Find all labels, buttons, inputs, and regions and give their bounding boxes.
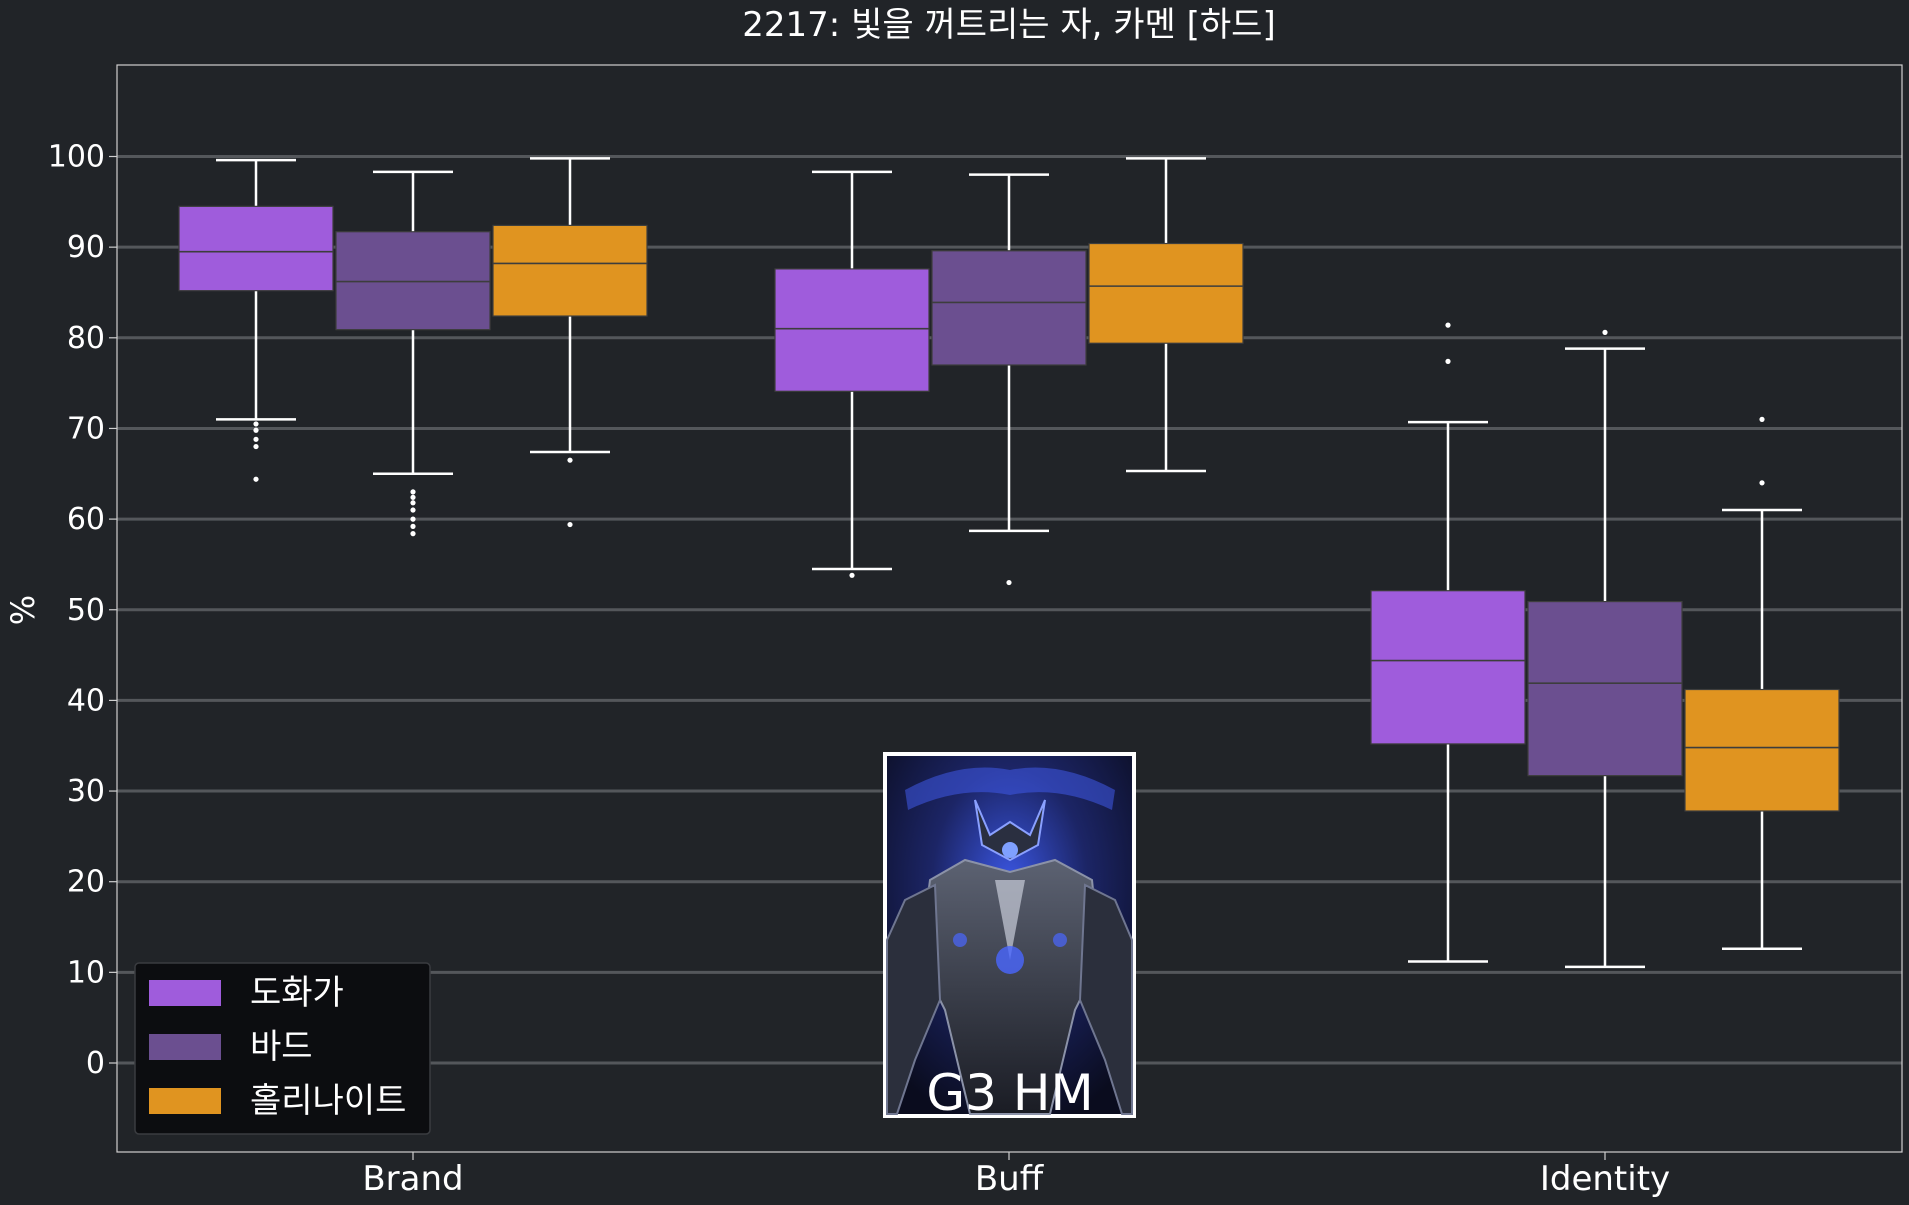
box-group [335,170,491,537]
box-group [1088,157,1244,473]
box-iqr [492,224,648,317]
series-0 [178,158,1526,963]
legend-label: 홀리나이트 [250,1081,406,1121]
outlier-point [1445,358,1451,364]
box-group [931,173,1087,586]
x-axis-ticks: Brand Buff Identity [362,1152,1670,1199]
outlier-point [849,572,855,578]
y-tick-label: 0 [86,1046,105,1081]
box-group [1527,329,1683,969]
y-tick-label: 80 [67,321,105,356]
outlier-point [567,457,573,463]
y-tick-label: 40 [67,683,105,718]
outlier-point [1006,579,1012,586]
outlier-point [253,476,259,482]
box-group [774,170,930,578]
y-tick-label: 50 [67,593,105,628]
plot-frame [116,64,1903,1153]
box-group [1370,322,1526,963]
x-tick-label: Buff [975,1159,1045,1199]
box-iqr [335,231,491,331]
outlier-point [410,500,416,506]
outlier-point [253,436,259,442]
outlier-point [1602,329,1608,335]
box-iqr [931,250,1087,366]
y-tick-label: 20 [67,865,105,900]
outlier-point [410,489,416,495]
series-2 [492,157,1840,951]
y-tick-label: 30 [67,774,105,809]
legend-label: 바드 [250,1027,313,1067]
outlier-point [410,531,416,537]
box-iqr [1527,600,1683,777]
outlier-point [410,516,416,522]
outlier-point [410,523,416,529]
badge-label: G3 HM [926,1064,1093,1122]
chart-title: 2217: 빛을 꺼트리는 자, 카멘 [하드] [742,5,1275,45]
x-tick-label: Brand [362,1159,463,1199]
y-tick-label: 10 [67,955,105,990]
box-iqr [1370,590,1526,745]
box-group [178,158,334,482]
outlier-point [253,427,259,433]
outlier-point [410,507,416,513]
boss-portrait-icon [886,756,1133,1115]
outlier-point [1759,480,1765,486]
y-tick-label: 100 [48,140,105,175]
box-iqr [774,268,930,392]
y-tick-label: 70 [67,411,105,446]
legend-swatch [149,1088,221,1114]
box-iqr [1088,242,1244,344]
box-group [492,157,648,528]
outlier-point [567,521,573,528]
legend-label: 도화가 [250,973,344,1013]
y-axis-label: % [4,595,42,625]
outlier-point [253,421,259,427]
legend-swatch [149,1034,221,1060]
box-group [1684,416,1840,951]
y-tick-label: 90 [67,230,105,265]
series-1 [335,170,1683,969]
boss-badge: G3 HM [883,752,1136,1122]
box-series [178,157,1840,969]
y-tick-label: 60 [67,502,105,537]
outlier-point [410,494,416,500]
legend-swatch [149,980,221,1006]
outlier-point [1445,322,1451,328]
box-iqr [1684,688,1840,812]
box-iqr [178,205,334,292]
outlier-point [253,443,259,450]
y-axis-ticks: 0 10 20 30 40 50 60 70 80 90 100 [48,140,117,1081]
x-tick-label: Identity [1540,1159,1670,1199]
outlier-point [1759,416,1765,422]
